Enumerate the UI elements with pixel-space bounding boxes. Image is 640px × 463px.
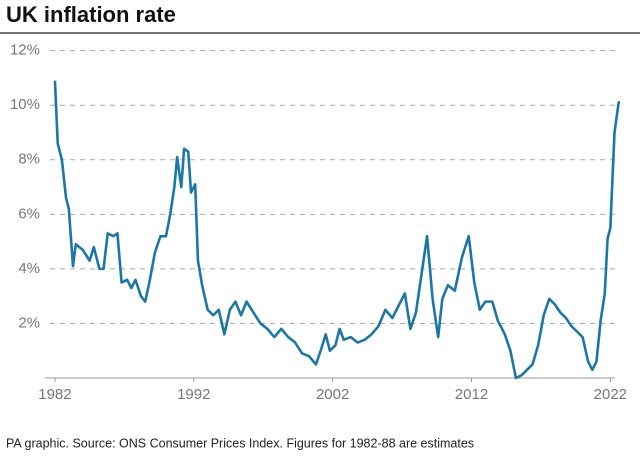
y-tick-label: 8% <box>18 151 40 168</box>
x-tick-label: 2022 <box>594 386 627 403</box>
y-tick-label: 12% <box>10 42 40 59</box>
source-note: PA graphic. Source: ONS Consumer Prices … <box>6 436 474 450</box>
y-tick-label: 4% <box>18 260 40 277</box>
x-tick-label: 2002 <box>316 386 349 403</box>
x-tick-label: 1982 <box>38 386 71 403</box>
y-tick-label: 10% <box>10 96 40 113</box>
y-tick-label: 2% <box>18 314 40 331</box>
x-tick-label: 1992 <box>177 386 210 403</box>
y-tick-label: 6% <box>18 205 40 222</box>
data-line <box>53 80 621 380</box>
chart-title: UK inflation rate <box>6 2 176 27</box>
x-tick-label: 2012 <box>455 386 488 403</box>
